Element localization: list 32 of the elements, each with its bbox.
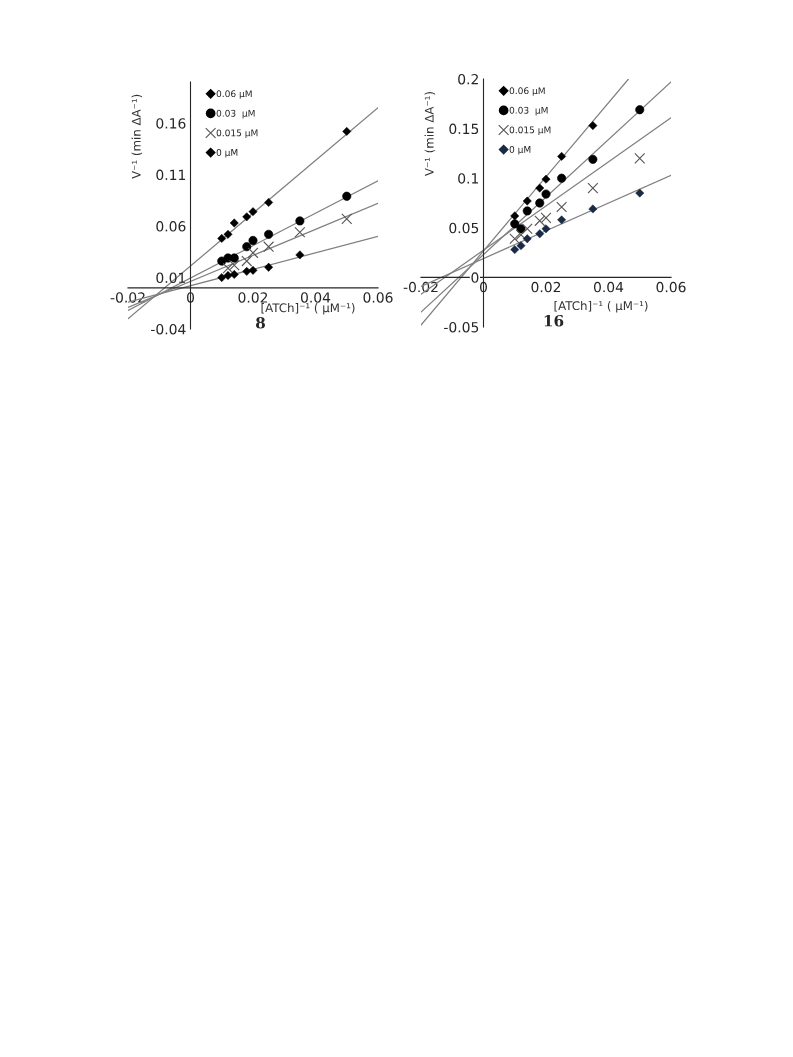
x-axis-title: [ATCh]⁻¹ ( µM⁻¹) xyxy=(554,300,648,313)
x-tick-label: 0.06 xyxy=(363,292,393,303)
y-tick-label: 0.01 xyxy=(156,272,186,284)
x-tick-label: 0.02 xyxy=(238,292,268,303)
legend-label: 0 µM xyxy=(509,146,531,155)
x-tick-label: 0.04 xyxy=(593,281,624,293)
legend-label: 0.015 µM xyxy=(509,126,551,135)
x-axis-title: [ATCh]⁻¹ ( µM⁻¹) xyxy=(261,303,355,315)
legend-label: 0 µM xyxy=(216,149,238,158)
x-tick-label: 0.06 xyxy=(656,281,686,293)
legend-label: 0.03 µM xyxy=(216,109,255,119)
y-tick-label: -0.04 xyxy=(151,323,186,335)
annotation: 8 xyxy=(255,316,265,329)
y-axis-title: V⁻¹ (min ΔA⁻¹) xyxy=(424,92,436,177)
y-tick-label: 0.15 xyxy=(449,123,479,135)
legend-label: 0.06 µM xyxy=(509,87,545,96)
y-tick-label: -0.05 xyxy=(444,321,479,333)
y-axis-title: V⁻¹ (min ΔA⁻¹) xyxy=(131,94,143,179)
y-tick-label: 0.06 xyxy=(156,221,186,232)
annotation: 16 xyxy=(544,314,564,327)
x-tick-label: 0.04 xyxy=(300,292,331,303)
x-tick-label: -0.02 xyxy=(403,281,438,293)
y-tick-label: 0 xyxy=(471,272,479,283)
y-tick-label: 0.16 xyxy=(156,118,186,129)
y-tick-label: 0.11 xyxy=(156,169,186,181)
legend-label: 0.06 µM xyxy=(216,90,252,99)
y-tick-label: 0.05 xyxy=(449,222,479,234)
y-tick-label: 0.1 xyxy=(458,173,479,184)
legend-label: 0.03 µM xyxy=(509,106,548,116)
legend-label: 0.015 µM xyxy=(216,129,258,138)
x-tick-label: 0.02 xyxy=(531,281,561,293)
y-tick-label: 0.2 xyxy=(458,73,478,85)
